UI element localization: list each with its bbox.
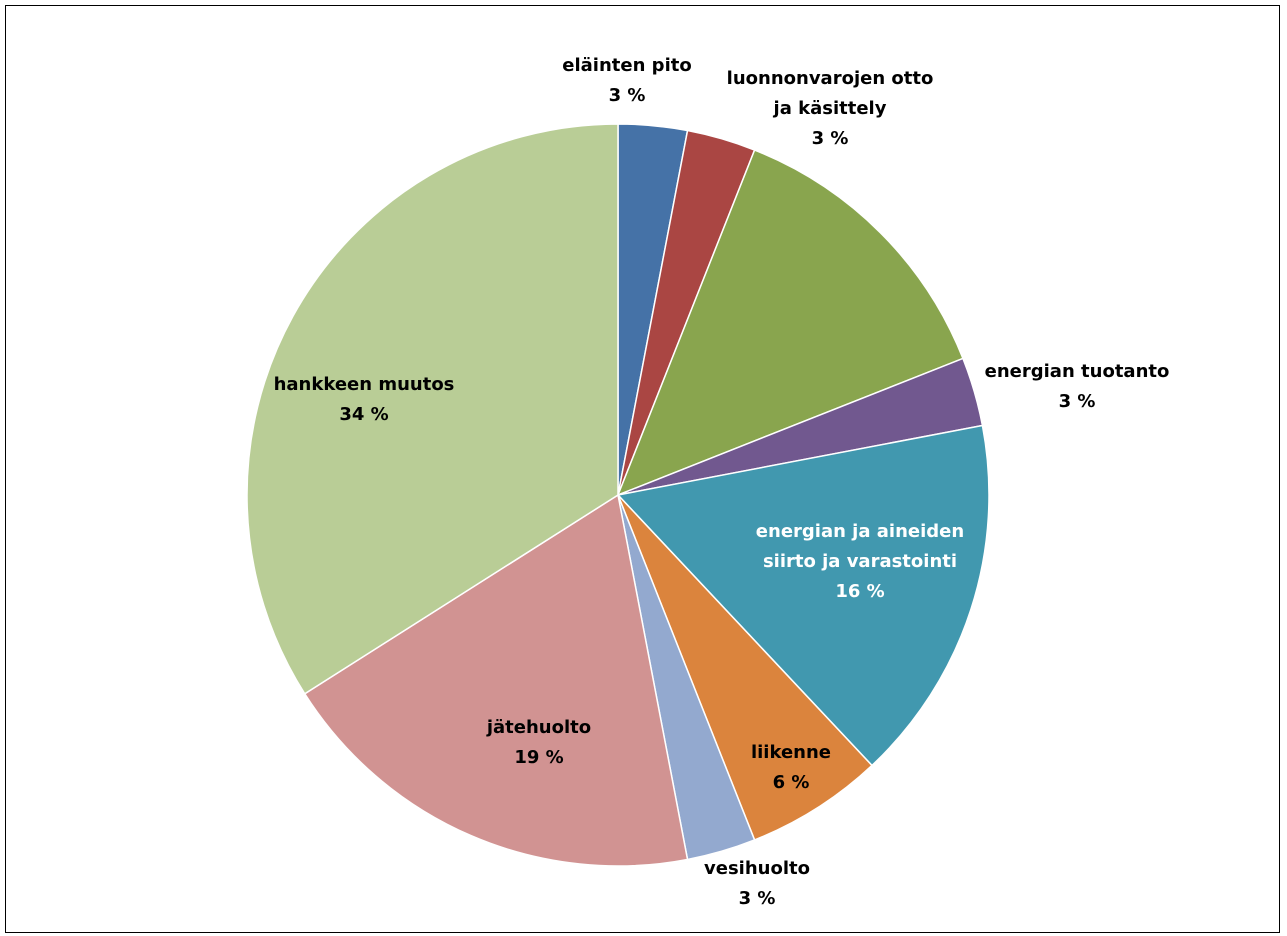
pie-slice-5 <box>616 424 990 767</box>
pie-slice-9 <box>246 123 619 695</box>
pie-slice-6 <box>617 494 874 841</box>
slice-value-label-4: 3 % <box>1059 391 1096 412</box>
slice-name-label-2: luonnonvarojen otto <box>727 68 934 89</box>
slice-name-label-1: eläinten pito <box>562 55 691 76</box>
slice-name-label-4: energian tuotanto <box>985 361 1170 382</box>
slice-name-label-2: ja käsittely <box>773 98 887 119</box>
slice-name-label-7: vesihuolto <box>704 858 810 879</box>
slice-name-label-8: jätehuolto <box>486 717 591 738</box>
slice-value-label-9: 34 % <box>339 404 388 425</box>
slice-name-label-5: energian ja aineiden <box>756 521 964 542</box>
pie-slices <box>246 123 990 867</box>
slice-name-label-6: liikenne <box>751 742 831 763</box>
slice-value-label-5: 16 % <box>835 581 884 602</box>
slice-value-label-8: 19 % <box>514 747 563 768</box>
slice-value-label-2: 3 % <box>812 128 849 149</box>
slice-name-label-5: siirto ja varastointi <box>763 551 957 572</box>
pie-slice-8 <box>303 493 689 867</box>
pie-slice-3 <box>616 149 964 497</box>
slice-name-label-9: hankkeen muutos <box>274 374 455 395</box>
slice-value-label-1: 3 % <box>609 85 646 106</box>
slice-value-label-7: 3 % <box>739 888 776 909</box>
slice-value-label-6: 6 % <box>773 772 810 793</box>
pie-labels: eläinten pito 3 % luonnonvarojen otto ja kä… <box>274 55 1170 909</box>
